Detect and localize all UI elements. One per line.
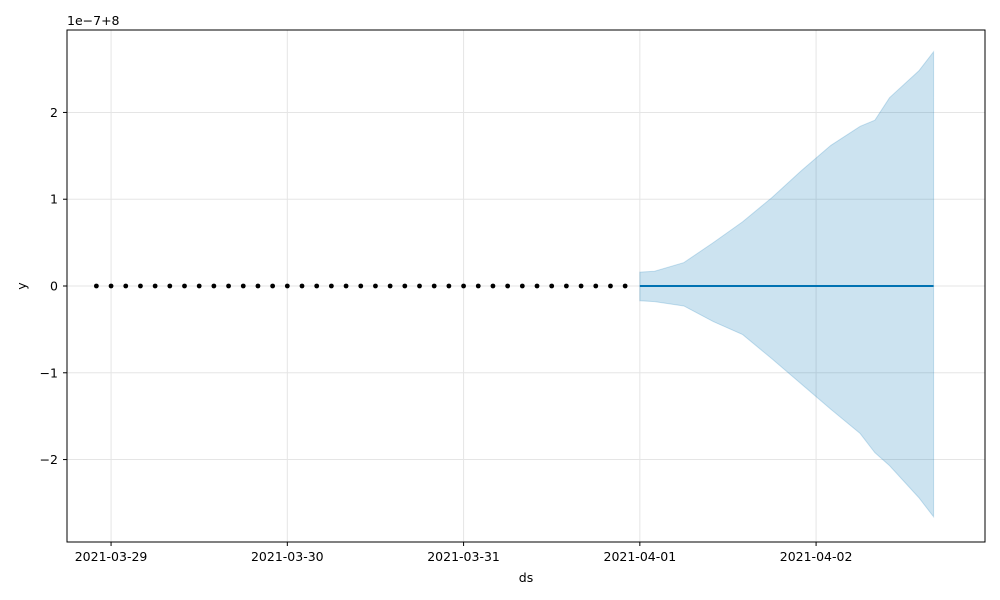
uncertainty-layer	[639, 50, 935, 519]
uncertainty-band	[639, 50, 935, 519]
observed-point	[123, 283, 129, 289]
y-tick-label: −1	[40, 365, 58, 380]
observed-point	[519, 283, 525, 289]
observed-point	[240, 283, 246, 289]
plot-area: 2021-03-29 2021-03-30 2021-03-31 2021-04-01…	[40, 29, 986, 564]
observed-point	[167, 283, 173, 289]
observed-point	[578, 283, 584, 289]
observed-point	[93, 283, 99, 289]
observed-point	[549, 283, 555, 289]
y-offset-text: 1e−7+8	[67, 13, 120, 28]
observed-point	[284, 283, 290, 289]
observed-point	[314, 283, 320, 289]
observed-point	[196, 283, 202, 289]
observed-point	[182, 283, 187, 289]
observed-point	[431, 283, 437, 289]
observed-point	[138, 283, 143, 289]
observed-point	[475, 283, 481, 289]
x-tick-label: 2021-03-30	[251, 549, 324, 564]
observed-point	[593, 283, 599, 289]
observed-point	[299, 283, 305, 289]
x-tick-label: 2021-03-31	[427, 549, 500, 564]
observed-point	[211, 283, 217, 289]
y-tick-label: 0	[50, 279, 58, 294]
observed-point	[328, 283, 334, 289]
observed-point	[563, 283, 569, 289]
x-tick-label: 2021-04-02	[780, 549, 853, 564]
observed-point	[417, 283, 422, 289]
x-axis-ticks: 2021-03-29 2021-03-30 2021-03-31 2021-04-01…	[75, 542, 853, 564]
y-tick-label: 2	[50, 105, 58, 120]
observed-point	[343, 283, 349, 289]
observed-point	[270, 283, 276, 289]
y-tick-label: 1	[50, 192, 58, 207]
observed-point	[505, 283, 511, 289]
observed-point	[402, 283, 408, 289]
observed-points-layer	[93, 283, 628, 289]
observed-point	[622, 283, 628, 289]
observed-point	[490, 283, 496, 289]
observed-point	[373, 283, 378, 289]
observed-point	[358, 283, 364, 289]
observed-point	[446, 283, 452, 289]
y-tick-label: −2	[40, 452, 58, 467]
x-axis-label: ds	[519, 570, 533, 585]
x-tick-label: 2021-04-01	[604, 549, 677, 564]
y-axis-ticks: −2 −1 0 1 2	[40, 105, 67, 467]
observed-point	[152, 283, 158, 289]
observed-point	[108, 283, 114, 289]
observed-point	[608, 283, 613, 289]
y-axis-label: y	[14, 282, 29, 290]
observed-point	[255, 283, 261, 289]
observed-point	[461, 283, 466, 289]
observed-point	[534, 283, 540, 289]
observed-point	[226, 283, 231, 289]
observed-point	[387, 283, 393, 289]
x-tick-label: 2021-03-29	[75, 549, 148, 564]
